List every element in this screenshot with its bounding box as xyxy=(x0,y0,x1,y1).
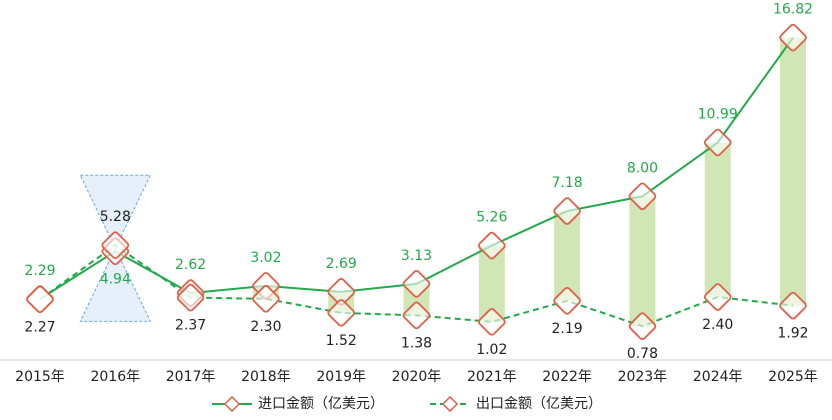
legend-label: 进口金额（亿美元） xyxy=(258,396,384,412)
value-label: 2.27 xyxy=(24,319,55,335)
x-tick-label: 2019年 xyxy=(316,369,366,385)
x-tick-label: 2021年 xyxy=(467,369,517,385)
value-label: 10.99 xyxy=(698,107,738,123)
x-tick-label: 2015年 xyxy=(15,369,65,385)
x-tick-label: 2018年 xyxy=(241,369,291,385)
x-tick-label: 2020年 xyxy=(392,369,442,385)
value-label: 2.69 xyxy=(326,256,357,272)
value-label: 1.38 xyxy=(401,335,432,351)
value-label: 3.02 xyxy=(250,250,281,266)
value-label: 4.94 xyxy=(100,271,131,287)
value-label: 1.92 xyxy=(777,326,808,342)
diff-bar xyxy=(780,38,806,306)
value-label: 2.40 xyxy=(702,317,733,333)
value-label: 2.37 xyxy=(175,318,206,334)
value-label: 8.00 xyxy=(627,160,658,176)
value-label: 5.26 xyxy=(476,210,507,226)
value-label: 1.52 xyxy=(326,333,357,349)
value-label: 2.19 xyxy=(552,321,583,337)
x-tick-label: 2016年 xyxy=(90,369,140,385)
value-label: 16.82 xyxy=(773,2,813,18)
x-tick-label: 2017年 xyxy=(166,369,216,385)
value-label: 2.62 xyxy=(175,257,206,273)
x-tick-label: 2025年 xyxy=(768,369,818,385)
value-label: 2.29 xyxy=(24,263,55,279)
diff-bar xyxy=(629,196,655,326)
value-label: 1.02 xyxy=(476,342,507,358)
x-tick-label: 2023年 xyxy=(618,369,668,385)
x-tick-label: 2024年 xyxy=(693,369,743,385)
x-tick-label: 2022年 xyxy=(542,369,592,385)
value-label: 2.30 xyxy=(250,319,281,335)
legend-label: 出口金额（亿美元） xyxy=(476,396,602,412)
value-label: 5.28 xyxy=(100,209,131,225)
value-label: 3.13 xyxy=(401,248,432,264)
value-label: 7.18 xyxy=(552,175,583,191)
diff-bar xyxy=(705,143,731,298)
